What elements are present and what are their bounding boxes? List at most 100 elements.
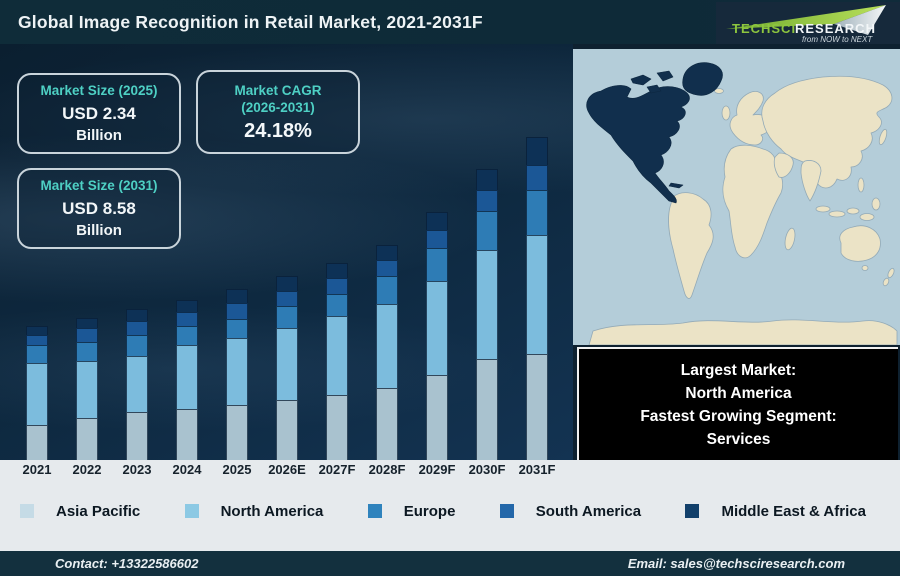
bar-2029F: [426, 212, 448, 460]
bar-2027F: [326, 263, 348, 460]
market-size-2031-box: Market Size (2031) USD 8.58 Billion: [17, 168, 181, 249]
bar-segment-north-america: [426, 281, 448, 375]
bar-segment-europe: [276, 306, 298, 328]
largest-market-callout: Largest Market: North America Fastest Gr…: [577, 347, 898, 460]
bar-segment-middle-east-africa: [76, 318, 98, 328]
legend-label: South America: [535, 502, 642, 520]
bar-segment-south-america: [176, 312, 198, 326]
bar-segment-middle-east-africa: [26, 326, 48, 335]
bar-segment-north-america: [276, 328, 298, 400]
bar-segment-middle-east-africa: [476, 169, 498, 190]
bar-segment-europe: [326, 294, 348, 316]
bar-segment-north-america: [226, 338, 248, 405]
bar-segment-north-america: [176, 345, 198, 409]
chart-legend: Asia Pacific North America Europe South Ame…: [0, 496, 900, 526]
legend-label: Middle East & Africa: [721, 502, 866, 520]
market-size-2031-value: USD 8.58: [62, 199, 136, 218]
bar-segment-south-america: [26, 335, 48, 345]
market-size-2025-box: Market Size (2025) USD 2.34 Billion: [17, 73, 181, 154]
bar-segment-asia-pacific: [176, 409, 198, 460]
bar-segment-south-america: [226, 303, 248, 319]
bar-segment-asia-pacific: [326, 395, 348, 460]
bar-segment-south-america: [426, 230, 448, 248]
bar-segment-middle-east-africa: [226, 289, 248, 303]
market-cagr-box: Market CAGR (2026-2031) 24.18%: [196, 70, 360, 154]
svg-text:from NOW to NEXT: from NOW to NEXT: [802, 35, 873, 44]
market-size-2025-title: Market Size (2025): [40, 83, 158, 98]
bar-segment-south-america: [276, 291, 298, 306]
legend-swatch-icon: [499, 504, 514, 518]
bar-segment-south-america: [326, 278, 348, 294]
legend-item-north-america: North America: [184, 502, 324, 520]
bar-2021: [26, 326, 48, 460]
bar-segment-north-america: [376, 304, 398, 388]
bar-segment-middle-east-africa: [426, 212, 448, 230]
legend-item-europe: Europe: [367, 503, 455, 520]
x-label-2022: 2022: [72, 462, 102, 477]
legend-swatch-icon: [367, 504, 382, 518]
callout-line-4: Services: [706, 430, 771, 448]
page-title: Global Image Recognition in Retail Marke…: [18, 11, 483, 32]
bar-segment-south-america: [526, 165, 548, 190]
bar-segment-asia-pacific: [76, 418, 98, 460]
market-size-2031-unit: Billion: [76, 222, 122, 239]
bar-chart: [0, 44, 573, 460]
market-size-2025-value: USD 2.34: [62, 104, 136, 123]
bar-segment-europe: [476, 211, 498, 250]
market-size-2025-unit: Billion: [76, 127, 122, 144]
bar-2025: [226, 289, 248, 460]
bar-segment-south-america: [126, 321, 148, 335]
bar-segment-europe: [526, 190, 548, 235]
bar-segment-asia-pacific: [526, 354, 548, 460]
footer-bar: Contact: +13322586602 Email: sales@techs…: [0, 551, 900, 576]
logo-arrow-icon: TECHSCI RESEARCH from NOW to NEXT: [726, 5, 886, 44]
bar-segment-north-america: [76, 361, 98, 418]
legend-label: Asia Pacific: [56, 502, 141, 520]
x-label-2023: 2023: [122, 462, 152, 477]
bar-segment-europe: [426, 248, 448, 281]
bar-segment-europe: [376, 276, 398, 304]
bar-segment-north-america: [526, 235, 548, 354]
bar-segment-europe: [176, 326, 198, 345]
bar-segment-asia-pacific: [226, 405, 248, 460]
bar-segment-asia-pacific: [26, 425, 48, 460]
bar-segment-middle-east-africa: [526, 137, 548, 165]
world-map-image: [573, 49, 900, 346]
bar-segment-europe: [226, 319, 248, 338]
legend-label: North America: [220, 502, 324, 520]
legend-item-asia-pacific: Asia Pacific: [20, 503, 140, 520]
x-label-2025: 2025: [222, 462, 252, 477]
bar-segment-asia-pacific: [376, 388, 398, 460]
bar-segment-south-america: [376, 260, 398, 276]
bar-segment-europe: [126, 335, 148, 356]
svg-text:RESEARCH: RESEARCH: [795, 21, 876, 36]
legend-swatch-icon: [184, 504, 199, 518]
legend-item-middle-east-africa: Middle East & Africa: [685, 502, 866, 520]
legend-item-south-america: South America: [499, 502, 642, 520]
callout-line-3: Fastest Growing Segment:: [640, 407, 837, 425]
chart-panel: Market Size (2025) USD 2.34 Billion Mark…: [0, 44, 573, 460]
bar-segment-asia-pacific: [426, 375, 448, 460]
bar-segment-europe: [76, 342, 98, 361]
x-label-2028F: 2028F: [368, 462, 406, 477]
market-cagr-title-line2: (2026-2031): [241, 99, 315, 115]
x-label-2029F: 2029F: [418, 462, 456, 477]
svg-text:TECHSCI: TECHSCI: [732, 21, 796, 36]
x-label-2030F: 2030F: [468, 462, 506, 477]
header-bar: Global Image Recognition in Retail Marke…: [0, 0, 900, 44]
x-label-2024: 2024: [172, 462, 202, 477]
bar-segment-europe: [26, 345, 48, 363]
techsci-logo: TECHSCI RESEARCH from NOW to NEXT: [716, 2, 900, 44]
bottom-section: 2021 2022 2023 2024 2025 2026E 2027F 2028F 2029F…: [0, 460, 900, 551]
market-cagr-value: 24.18%: [244, 119, 312, 142]
callout-line-2: North America: [685, 384, 792, 402]
market-size-2031-title: Market Size (2031): [40, 178, 158, 193]
legend-swatch-icon: [685, 504, 700, 518]
x-label-2031F: 2031F: [518, 462, 556, 477]
bar-segment-middle-east-africa: [176, 300, 198, 312]
legend-swatch-icon: [20, 504, 34, 518]
bar-segment-north-america: [26, 363, 48, 425]
footer-email: Email: sales@techsciresearch.com: [627, 556, 845, 571]
bar-2028F: [376, 245, 398, 460]
